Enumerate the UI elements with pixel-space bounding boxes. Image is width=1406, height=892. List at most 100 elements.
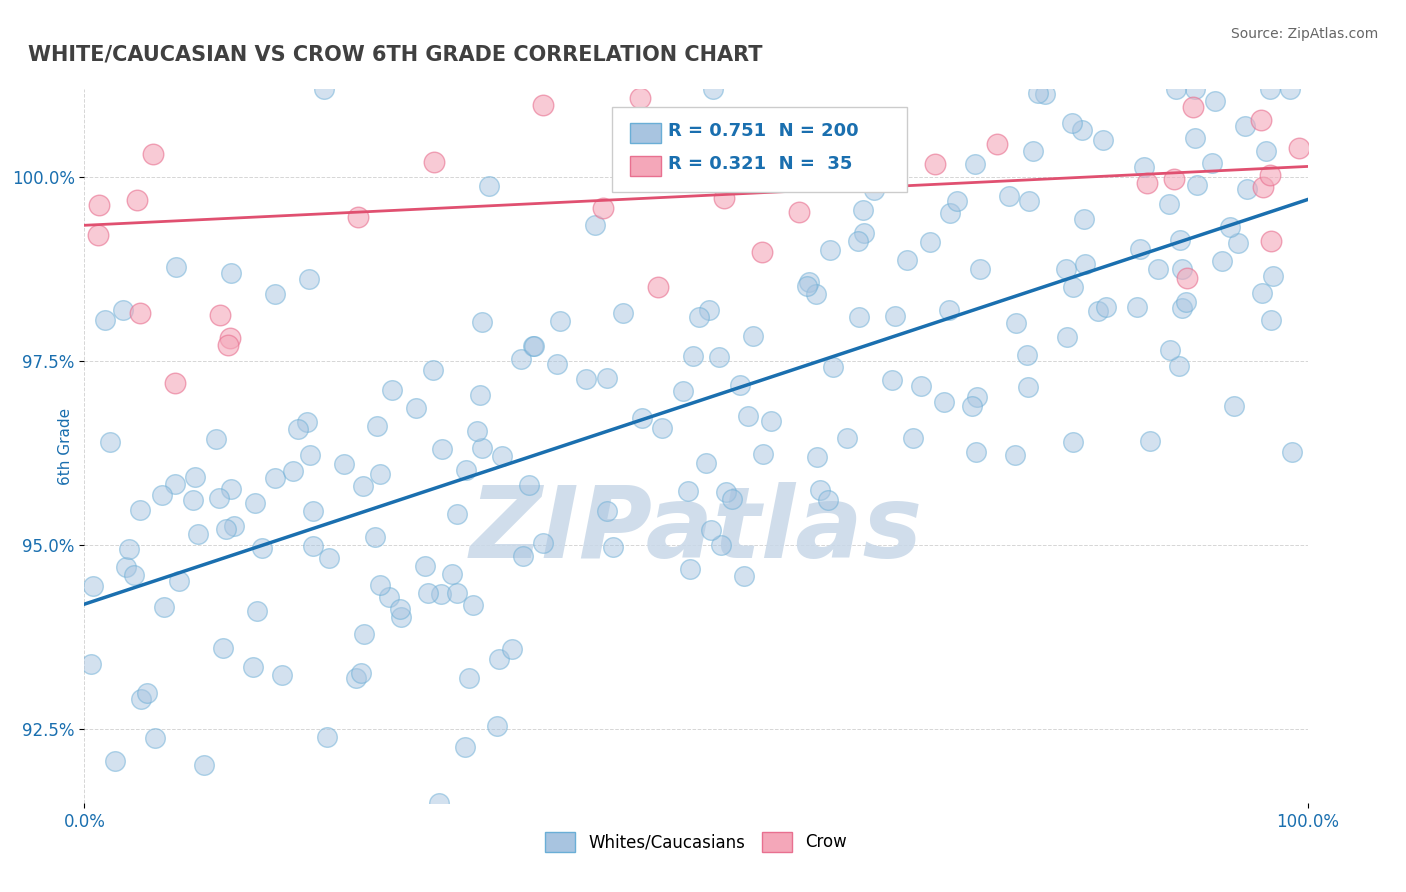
Point [454,463,477,477]
Point [862,183,884,197]
Point [82,579,104,593]
Point [219,482,242,496]
Point [187,527,209,541]
Point [422,363,444,377]
Point [1146,261,1168,276]
Point [1170,233,1192,247]
Point [628,91,651,105]
Point [347,210,370,224]
Point [353,627,375,641]
Point [111,303,134,318]
Point [1056,330,1078,344]
Point [1279,82,1302,96]
Point [287,422,309,436]
Point [679,562,702,576]
Point [89,198,111,212]
Point [575,372,598,386]
Point [1136,176,1159,190]
Point [181,493,204,508]
Point [491,449,513,463]
Point [546,358,568,372]
Point [986,136,1008,151]
Point [1219,219,1241,234]
Point [129,306,152,320]
Point [728,377,751,392]
Point [388,602,411,616]
Point [1250,112,1272,127]
Text: ZIPatlas: ZIPatlas [470,482,922,579]
Point [163,376,186,391]
Point [548,313,571,327]
Point [596,504,619,518]
Point [1236,182,1258,196]
Point [924,157,946,171]
Point [672,384,695,398]
Point [1054,261,1077,276]
Point [80,657,103,672]
Point [707,350,730,364]
Point [219,266,242,280]
Point [868,156,890,170]
Point [193,758,215,772]
Point [184,470,207,484]
Point [208,491,231,506]
Point [509,352,531,367]
Point [713,152,735,166]
Point [1288,141,1310,155]
Point [787,120,810,134]
Point [1175,271,1198,285]
Point [1087,303,1109,318]
Point [350,666,373,681]
Point [1018,194,1040,208]
Point [215,522,238,536]
Point [965,157,987,171]
Point [457,671,479,685]
Point [678,483,700,498]
Point [167,574,190,588]
Point [1254,144,1277,158]
Point [281,464,304,478]
Point [848,125,870,139]
Point [1163,171,1185,186]
Point [405,401,427,416]
Point [713,191,735,205]
Point [298,272,321,286]
Point [787,204,810,219]
Point [1167,359,1189,374]
Point [243,495,266,509]
Point [1126,300,1149,314]
Point [222,519,245,533]
Point [250,541,273,556]
Point [835,431,858,445]
Point [1073,211,1095,226]
Point [1184,130,1206,145]
Point [702,82,724,96]
Point [118,541,141,556]
Point [1261,269,1284,284]
Point [1171,301,1194,316]
Point [592,201,614,215]
Point [115,560,138,574]
Point [1062,435,1084,450]
Point [682,349,704,363]
Point [848,168,870,182]
Point [264,287,287,301]
Point [301,504,323,518]
Text: R = 0.751  N = 200: R = 0.751 N = 200 [668,122,859,140]
Point [246,604,269,618]
Point [454,739,477,754]
Point [150,487,173,501]
Point [295,415,318,429]
Point [602,540,624,554]
Point [716,484,738,499]
Point [1017,348,1039,362]
Point [901,431,924,445]
Point [1060,116,1083,130]
Point [441,567,464,582]
Text: R = 0.321  N =  35: R = 0.321 N = 35 [668,155,852,173]
Point [939,206,962,220]
Point [817,493,839,508]
Point [969,262,991,277]
Point [796,279,818,293]
Point [471,441,494,455]
